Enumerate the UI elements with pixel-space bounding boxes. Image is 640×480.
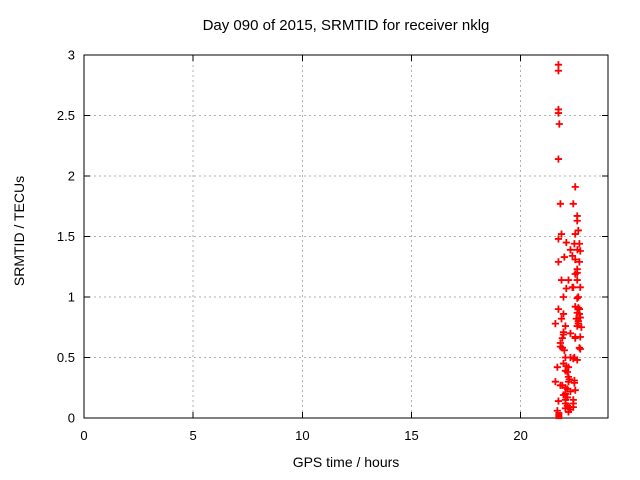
data-point-marker [559, 310, 568, 318]
data-point-marker [573, 276, 581, 284]
data-point-marker [554, 155, 563, 163]
data-point-marker [560, 253, 568, 261]
data-point-marker [554, 235, 563, 243]
svg-text:5: 5 [190, 428, 197, 443]
svg-text:2: 2 [68, 169, 75, 184]
data-point-marker [555, 120, 563, 128]
data-point-marker [551, 378, 559, 386]
data-point-marker [571, 255, 579, 264]
svg-text:15: 15 [404, 428, 418, 443]
data-point-marker [569, 355, 577, 363]
data-point-marker [561, 404, 570, 412]
svg-text:3: 3 [68, 48, 75, 63]
data-point-marker [561, 322, 570, 330]
data-point-marker [564, 276, 573, 284]
data-point-marker [562, 238, 570, 247]
svg-text:0.5: 0.5 [57, 350, 75, 365]
data-point-marker [554, 109, 563, 117]
data-point-marker [559, 391, 568, 399]
data-point-marker [575, 344, 583, 352]
data-point-marker [559, 330, 568, 339]
data-point-marker [571, 334, 579, 342]
data-point-marker [571, 183, 579, 191]
data-point-marker [576, 283, 584, 291]
data-point-marker [557, 230, 566, 238]
gridlines-group [84, 55, 608, 418]
data-point-marker [562, 284, 570, 293]
svg-text:10: 10 [295, 428, 309, 443]
tick-labels-group: 0 5 10 15 20 0 0.5 1 1.5 2 2.5 3 [57, 48, 528, 444]
axes-group [83, 54, 609, 419]
y-axis-label: SRMTID / TECUs [11, 175, 27, 287]
data-point-marker [553, 363, 561, 371]
data-point-marker [568, 252, 577, 260]
data-point-marker [556, 200, 565, 208]
data-point-marker [569, 200, 577, 208]
series-srmtid-points [551, 61, 585, 416]
data-point-marker [576, 247, 584, 255]
series-zero-cluster [555, 412, 563, 420]
data-point-marker [575, 258, 583, 266]
data-point-marker [557, 315, 566, 323]
data-point-marker [563, 368, 571, 376]
svg-text:0: 0 [80, 428, 87, 443]
data-point-marker [571, 230, 579, 238]
x-axis-label: GPS time / hours [292, 454, 400, 470]
data-point-marker [568, 283, 577, 291]
data-point-marker [573, 294, 581, 302]
data-point-marker [554, 397, 563, 405]
data-point-marker [554, 305, 563, 313]
data-point-marker [551, 320, 559, 328]
chart-title: Day 090 of 2015, SRMTID for receiver nkl… [202, 17, 490, 34]
data-point-marker [554, 258, 563, 266]
data-point-marker [575, 240, 583, 248]
data-point-marker [574, 226, 582, 235]
data-point-marker [576, 333, 584, 341]
data-point-marker [573, 217, 581, 225]
data-point-marker [560, 346, 568, 354]
data-point-marker [571, 270, 579, 278]
data-point-marker [564, 363, 573, 371]
svg-text:2.5: 2.5 [57, 108, 75, 123]
data-point-marker [573, 322, 581, 330]
data-point-marker [577, 323, 585, 331]
data-point-marker [557, 276, 566, 284]
svg-text:0: 0 [68, 411, 75, 426]
data-point-marker [566, 329, 575, 337]
data-point-marker [564, 408, 573, 416]
data-point-marker [570, 379, 578, 387]
svg-text:1: 1 [68, 290, 75, 305]
data-point-marker [554, 61, 563, 69]
data-point-marker [566, 387, 575, 395]
data-point-marker [558, 334, 566, 342]
data-point-marker [573, 356, 581, 364]
data-point-marker [574, 304, 582, 312]
data-point-marker [564, 378, 573, 386]
data-point-marker [571, 386, 579, 394]
zero-cluster-marker [555, 412, 563, 420]
svg-text:20: 20 [513, 428, 527, 443]
data-point-marker [559, 293, 568, 301]
data-point-marker [574, 293, 582, 301]
data-point-marker [554, 67, 563, 75]
data-point-marker [566, 246, 575, 254]
data-point-marker [576, 313, 584, 322]
svg-text:1.5: 1.5 [57, 229, 75, 244]
